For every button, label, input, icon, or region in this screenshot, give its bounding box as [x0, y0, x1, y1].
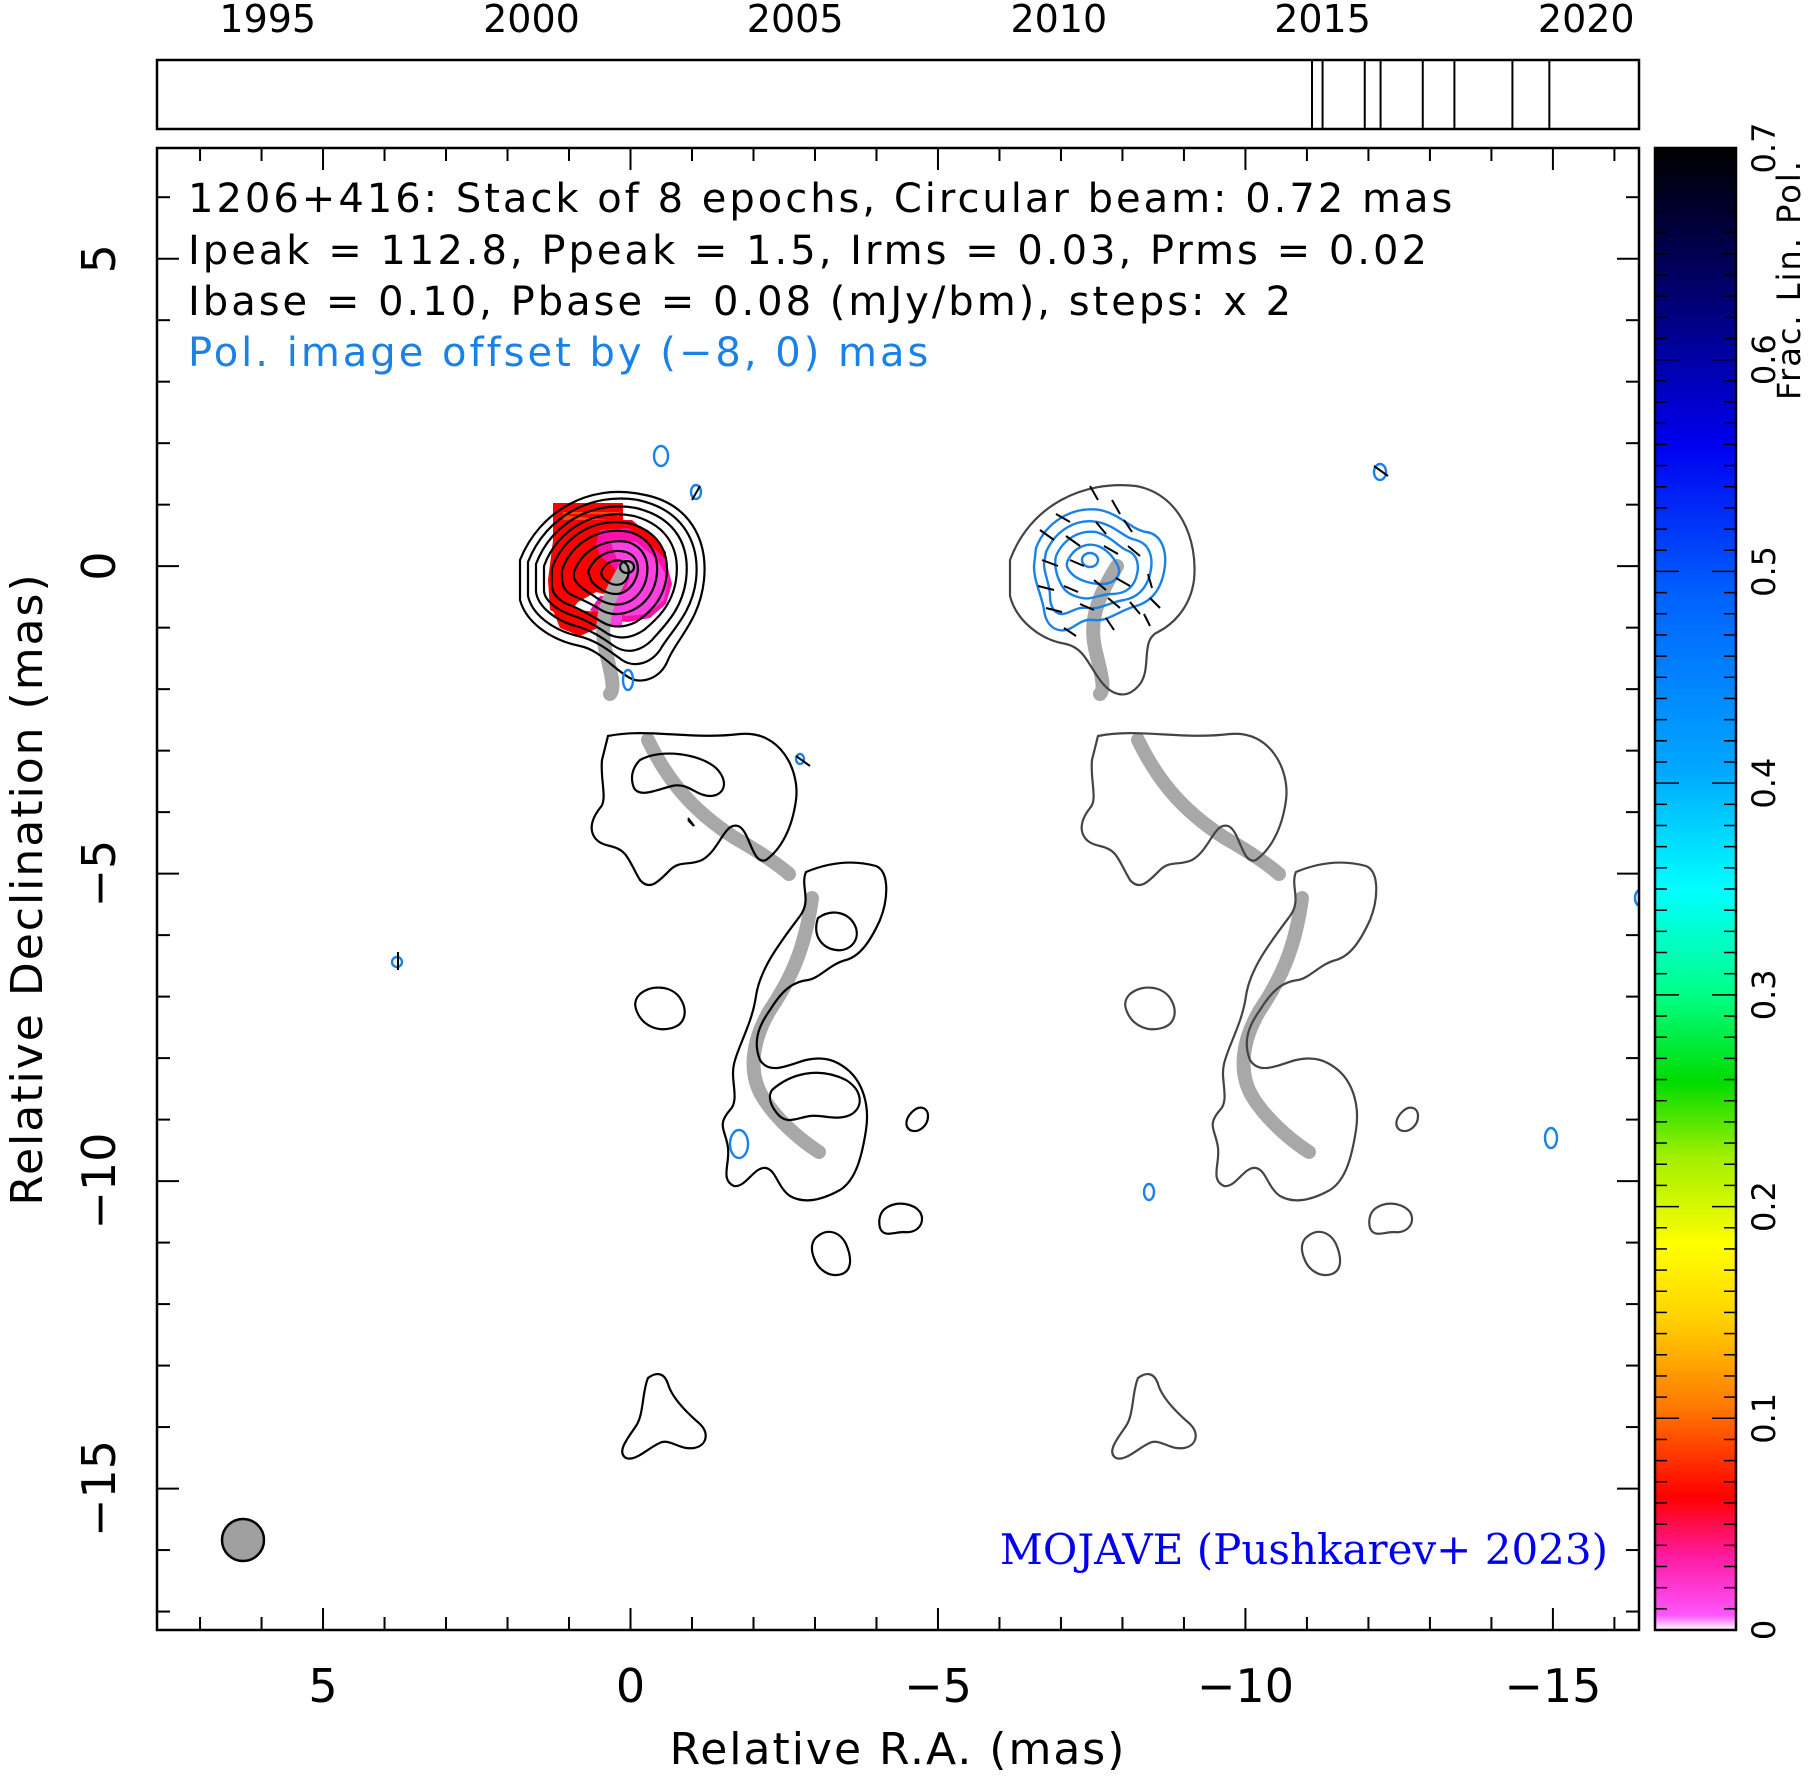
evpa-ticks	[397, 465, 1389, 970]
map-ticks	[157, 148, 1639, 1630]
epoch-timeline: 1995 2000 2005 2010 2015 2020	[155, 0, 1641, 131]
map-frame	[155, 146, 1641, 1632]
y-tick-label: −10	[72, 1133, 126, 1230]
y-axis-label: Relative Declination (mas)	[2, 572, 53, 1205]
credit-label: MOJAVE (Pushkarev+ 2023)	[1000, 1525, 1608, 1574]
header-line-3: Ibase = 0.10, Pbase = 0.08 (mJy/bm), ste…	[188, 279, 1294, 325]
colorbar-tick-label: 0.4	[1745, 758, 1783, 809]
x-tick-label: 0	[616, 1659, 645, 1713]
timeline-tick-label: 2015	[1274, 0, 1371, 41]
y-tick-label: 0	[72, 552, 126, 581]
x-tick-label: −5	[904, 1659, 972, 1713]
colorbar: 0 0.1 0.2 0.3 0.4 0.5 0.6 0.7 Frac. Lin. Pol.	[1653, 123, 1808, 1640]
colorbar-tick-label: 0.5	[1745, 546, 1783, 597]
y-tick-label: 5	[72, 244, 126, 273]
timeline-tick-label: 2010	[1010, 0, 1107, 41]
timeline-frame	[155, 58, 1641, 131]
x-tick-label: 5	[308, 1659, 337, 1713]
colorbar-label: Frac. Lin. Pol.	[1770, 159, 1808, 400]
beam-ellipse	[220, 1517, 266, 1563]
colorbar-tick-label: 0.1	[1745, 1393, 1783, 1444]
colorbar-tick-label: 0.6	[1745, 334, 1783, 385]
x-axis-label: Relative R.A. (mas)	[670, 1724, 1127, 1775]
colorbar-gradient	[1655, 148, 1736, 1630]
colorbar-tick-label: 0.2	[1745, 1181, 1783, 1232]
timeline-tick-label: 2005	[747, 0, 844, 41]
y-tick-label: −15	[72, 1440, 126, 1537]
jet-ridge-lines	[596, 559, 1316, 1159]
pol-intensity-contours	[390, 444, 1639, 1202]
colorbar-tick-label: 0	[1745, 1620, 1783, 1640]
timeline-tick-label: 2020	[1538, 0, 1635, 41]
timeline-tick-label: 2000	[483, 0, 580, 41]
total-intensity-contours-right	[1008, 484, 1420, 1460]
total-intensity-contours-left	[518, 490, 930, 1460]
header-line-1: 1206+416: Stack of 8 epochs, Circular be…	[188, 176, 1455, 222]
x-tick-label: −10	[1197, 1659, 1294, 1713]
map-panel: 5 0 −5 −10 −15 5 0 −5 −10 −15 1206+416: Stack of …	[2, 146, 1641, 1775]
colorbar-tick-label: 0.3	[1745, 969, 1783, 1020]
header-line-2: Ipeak = 112.8, Ppeak = 1.5, Irms = 0.03,…	[188, 228, 1430, 274]
y-tick-label: −5	[72, 840, 126, 908]
pol-offset-note: Pol. image offset by (−8, 0) mas	[188, 330, 931, 376]
timeline-tick-label: 1995	[219, 0, 316, 41]
colorbar-tick-label: 0.7	[1745, 123, 1783, 174]
x-tick-label: −15	[1504, 1659, 1601, 1713]
